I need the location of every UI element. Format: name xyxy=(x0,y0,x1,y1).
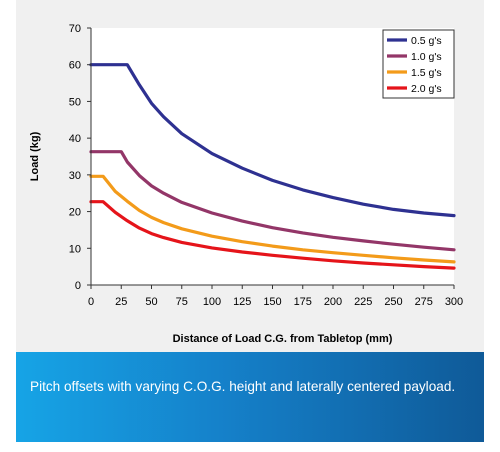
legend-label-4: 2.0 g's xyxy=(411,83,442,95)
x-tick-label: 175 xyxy=(294,296,312,308)
chart-area: 0 10 20 30 40 50 60 70 0 25 50 75 100 125 150 175 200 225… xyxy=(16,0,484,352)
x-tick-label: 275 xyxy=(415,296,433,308)
x-tick-label: 200 xyxy=(324,296,342,308)
y-tick-label: 10 xyxy=(69,243,81,255)
y-tick-label: 0 xyxy=(75,280,81,292)
series-line-3 xyxy=(89,174,456,264)
y-axis-label: Load (kg) xyxy=(29,131,41,181)
x-tick-label: 75 xyxy=(176,296,188,308)
caption-text: Pitch offsets with varying C.O.G. height… xyxy=(30,379,456,394)
x-tick-label: 300 xyxy=(445,296,463,308)
series-line-2 xyxy=(89,150,456,252)
x-tick-label: 125 xyxy=(233,296,251,308)
x-tick-label: 25 xyxy=(115,296,127,308)
x-tick-label: 250 xyxy=(384,296,402,308)
load-chart: 0 10 20 30 40 50 60 70 0 25 50 75 100 125 150 175 200 225… xyxy=(29,23,463,345)
y-tick-label: 50 xyxy=(69,96,81,108)
series-line-4 xyxy=(89,200,456,270)
x-tick-label: 0 xyxy=(88,296,94,308)
series-line-1 xyxy=(89,63,456,218)
x-tick-label: 50 xyxy=(145,296,157,308)
x-tick-label: 100 xyxy=(203,296,221,308)
y-tick-label: 70 xyxy=(69,23,81,35)
figure-caption: Pitch offsets with varying C.O.G. height… xyxy=(16,352,484,442)
x-tick-label: 150 xyxy=(263,296,281,308)
x-axis-label: Distance of Load C.G. from Tabletop (mm) xyxy=(173,333,393,345)
y-tick-label: 40 xyxy=(69,133,81,145)
y-tick-label: 30 xyxy=(69,170,81,182)
y-tick-label: 20 xyxy=(69,207,81,219)
legend-label-1: 0.5 g's xyxy=(411,35,442,47)
x-tick-label: 225 xyxy=(354,296,372,308)
legend-label-2: 1.0 g's xyxy=(411,51,442,63)
legend-label-3: 1.5 g's xyxy=(411,67,442,79)
y-tick-label: 60 xyxy=(69,60,81,72)
